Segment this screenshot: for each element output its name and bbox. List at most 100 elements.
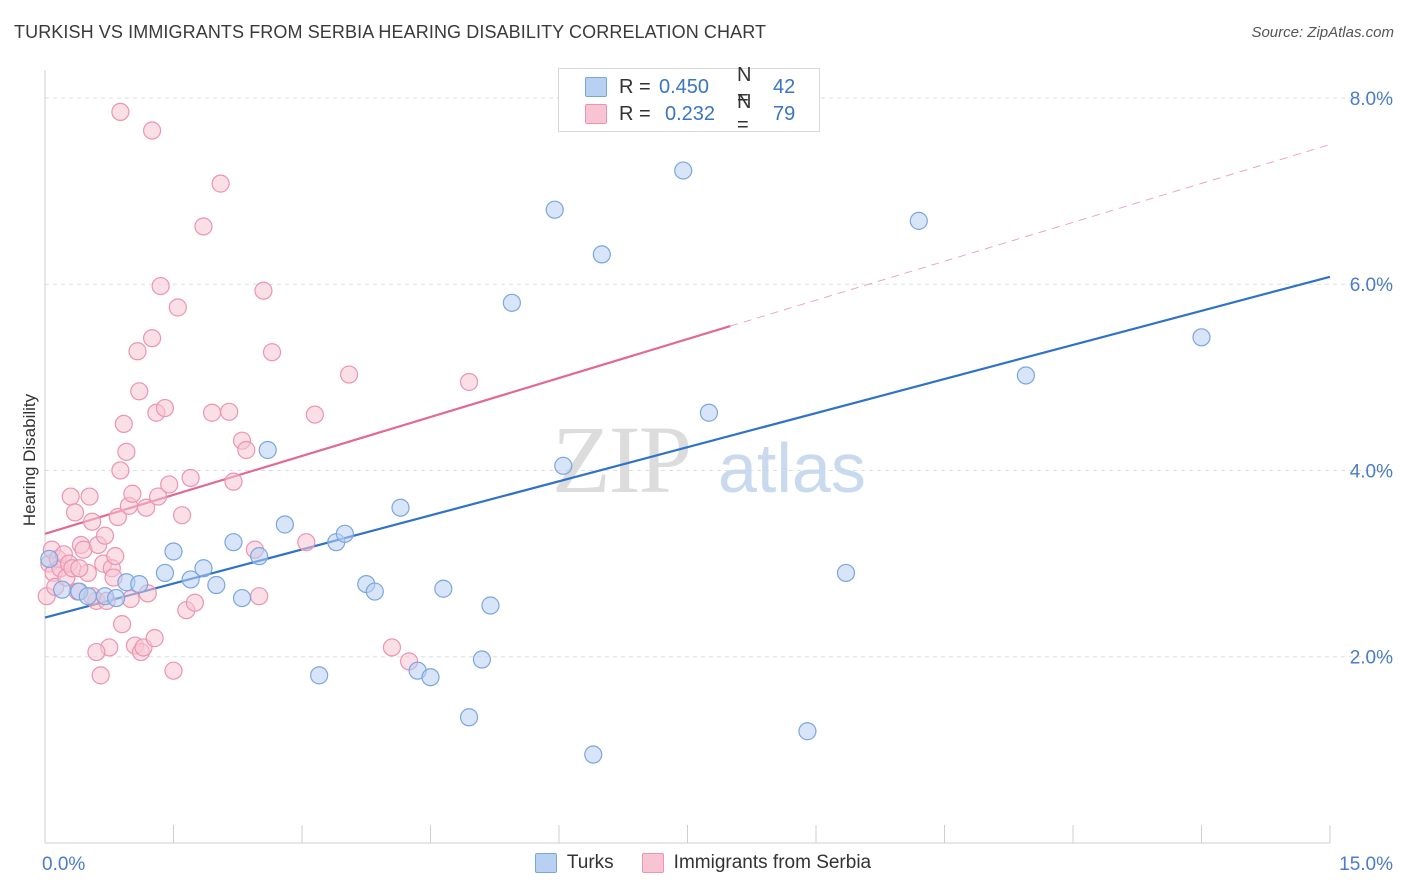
turks-point	[674, 161, 693, 180]
serbia-point	[224, 472, 243, 491]
turks-point	[545, 200, 564, 219]
turks-point	[40, 549, 59, 569]
watermark-atlas: atlas	[718, 429, 866, 507]
stats-legend: R = 0.450 N = 42 R = 0.232 N = 79	[558, 64, 820, 136]
turks-point	[421, 668, 440, 687]
turks-point	[78, 587, 97, 606]
turks-legend-label: Turks	[566, 852, 614, 873]
tick-labels: 2.0% 4.0% 6.0% 8.0% 0.0% 15.0%	[42, 89, 1393, 875]
x-tick-label-max: 15.0%	[1339, 854, 1393, 875]
serbia-point	[136, 498, 156, 517]
serbia-point	[305, 405, 324, 424]
turks-point	[699, 403, 719, 422]
serbia-point	[211, 174, 230, 193]
serbia-point	[160, 475, 179, 494]
serbia-point	[142, 329, 162, 348]
turks-r-label: R =	[619, 75, 651, 98]
serbia-point	[148, 487, 168, 506]
serbia-point	[254, 281, 273, 300]
turks-point	[224, 533, 243, 552]
serbia-n-value: 79	[773, 102, 796, 125]
turks-point	[335, 524, 354, 543]
serbia-point	[145, 629, 164, 648]
legend-item-turks[interactable]: Turks	[534, 852, 614, 874]
turks-point	[181, 570, 200, 589]
turks-point	[459, 708, 479, 727]
serbia-point	[114, 414, 133, 434]
serbia-point	[111, 102, 130, 122]
turks-point	[232, 588, 252, 608]
serbia-point	[220, 402, 239, 421]
serbia-point	[262, 343, 282, 362]
turks-point	[194, 559, 213, 578]
serbia-point	[250, 587, 269, 606]
serbia-legend-label: Immigrants from Serbia	[673, 852, 872, 873]
serbia-point	[80, 487, 99, 506]
serbia-point	[111, 461, 130, 480]
x-tick-label-min: 0.0%	[42, 854, 85, 875]
serbia-point	[151, 276, 170, 296]
serbia-point	[95, 526, 115, 545]
serbia-point	[128, 342, 147, 361]
serbia-point	[185, 593, 205, 612]
turks-n-label: N =	[737, 64, 752, 109]
data-points	[37, 102, 1211, 764]
serbia-trend-extension	[730, 144, 1331, 327]
turks-point	[1016, 366, 1035, 385]
source-label: Source: ZipAtlas.com	[1251, 24, 1394, 41]
serbia-point	[108, 507, 127, 527]
serbia-point	[142, 121, 162, 140]
serbia-point	[83, 512, 102, 531]
serbia-n-label: N =	[737, 91, 752, 136]
turks-point	[164, 542, 183, 561]
turks-r-value: 0.450	[659, 75, 710, 98]
turks-point	[554, 456, 573, 475]
turks-point	[365, 582, 384, 601]
serbia-point	[297, 533, 316, 552]
serbia-point	[117, 442, 136, 461]
turks-point	[502, 293, 521, 312]
grid-lines	[45, 97, 1392, 658]
turks-n-value: 42	[773, 75, 796, 98]
turks-point	[584, 745, 603, 764]
serbia-point	[112, 615, 132, 634]
serbia-point	[155, 398, 175, 418]
serbia-r-value: 0.232	[665, 102, 716, 125]
turks-point	[310, 666, 329, 685]
turks-point	[107, 588, 126, 608]
turks-point	[391, 498, 410, 517]
serbia-point	[65, 503, 85, 522]
turks-legend-swatch	[534, 853, 557, 873]
bottom-legend: Turks Immigrants from Serbia	[0, 852, 1406, 874]
serbia-point	[340, 365, 359, 384]
turks-point	[836, 563, 856, 583]
serbia-point	[61, 487, 80, 506]
serbia-point	[164, 661, 183, 680]
y-tick-label: 6.0%	[1350, 275, 1393, 296]
serbia-point	[123, 484, 142, 503]
serbia-point	[168, 298, 187, 317]
legend-row-serbia: R = 0.232 N = 79	[585, 91, 813, 136]
y-tick-label: 4.0%	[1350, 461, 1393, 482]
serbia-point	[194, 217, 213, 236]
chart-title: TURKISH VS IMMIGRANTS FROM SERBIA HEARIN…	[14, 22, 767, 42]
y-tick-label: 8.0%	[1350, 89, 1393, 110]
serbia-legend-swatch	[641, 853, 664, 873]
legend-item-serbia[interactable]: Immigrants from Serbia	[641, 852, 872, 874]
turks-point	[592, 245, 611, 264]
serbia-point	[172, 506, 192, 525]
serbia-point	[202, 403, 222, 422]
watermark-zip: ZIP	[552, 406, 690, 513]
turks-point	[275, 515, 294, 534]
serbia-point	[237, 440, 256, 460]
turks-swatch	[585, 77, 607, 97]
serbia-point	[459, 372, 479, 392]
serbia-point	[87, 642, 106, 662]
turks-point	[798, 722, 817, 741]
turks-point	[130, 574, 149, 594]
serbia-point	[70, 559, 89, 578]
serbia-point	[106, 547, 125, 566]
serbia-point	[91, 666, 110, 685]
turks-point	[434, 579, 453, 598]
